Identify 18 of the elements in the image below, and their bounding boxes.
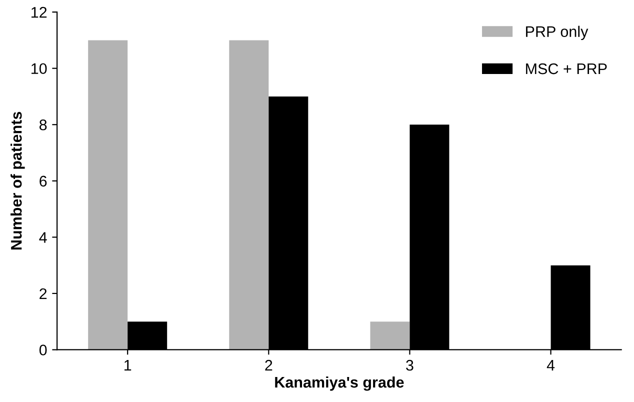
x-axis-title: Kanamiya's grade	[275, 376, 404, 391]
y-tick-label: 2	[40, 288, 47, 299]
bar	[229, 40, 269, 350]
legend-label: MSC + PRP	[526, 63, 607, 74]
y-tick-label: 0	[39, 344, 47, 356]
y-tick-label: 12	[32, 6, 47, 18]
bar	[370, 322, 410, 350]
y-axis-title: Number of patients	[10, 112, 25, 250]
bar	[88, 40, 128, 350]
x-tick-label: 1	[124, 360, 132, 371]
y-tick-label: 8	[40, 119, 47, 130]
x-tick-label: 3	[406, 360, 414, 371]
x-tick-label: 4	[546, 360, 555, 371]
legend-label: PRP only	[526, 26, 588, 40]
y-tick-label: 4	[39, 232, 47, 243]
y-tick-label: 10	[32, 63, 47, 74]
x-tick-label: 2	[265, 360, 272, 371]
y-tick-label: 6	[40, 176, 47, 187]
